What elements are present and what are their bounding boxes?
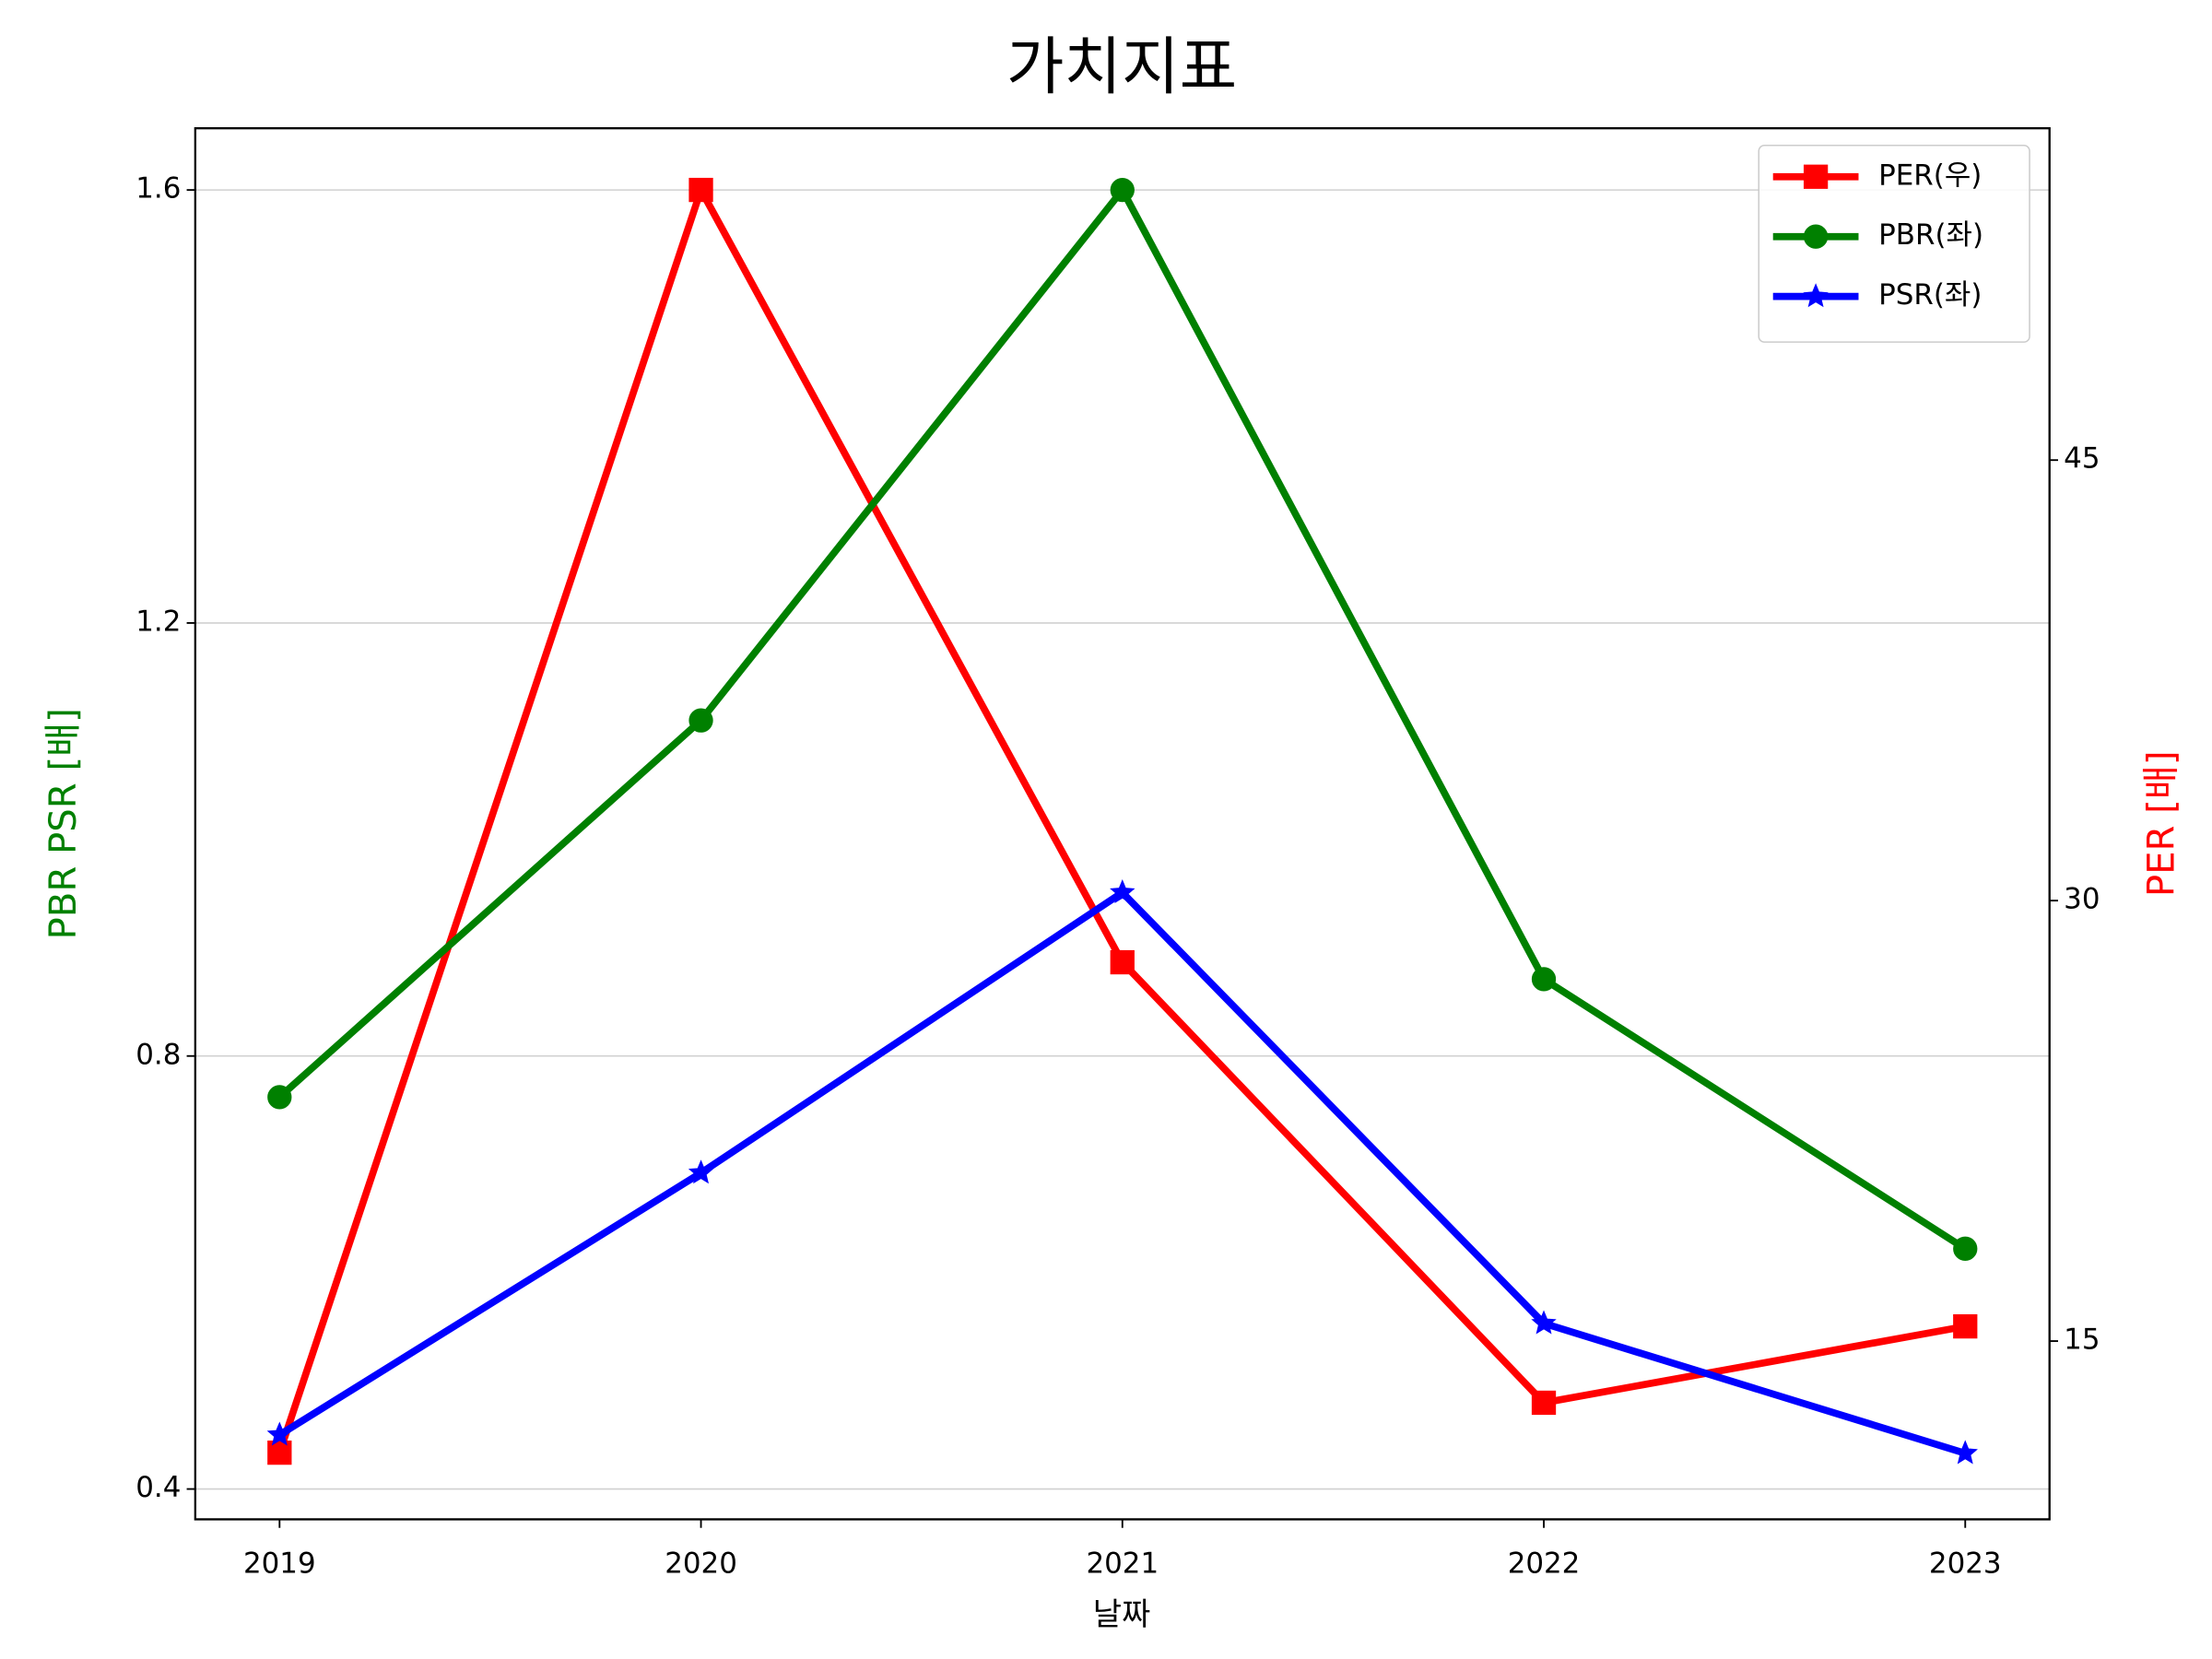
marker — [1531, 1390, 1557, 1416]
marker — [1110, 177, 1135, 203]
marker — [1803, 224, 1829, 249]
y-axis-label: PBR PSR [배] — [42, 708, 85, 939]
marker — [688, 177, 713, 203]
marker — [1803, 164, 1829, 189]
x-tick-label: 2020 — [665, 1547, 737, 1580]
x-tick-label: 2021 — [1086, 1547, 1159, 1580]
y2-tick-label: 45 — [2064, 442, 2100, 476]
marker — [1110, 949, 1135, 975]
marker — [1952, 1440, 1978, 1465]
x-axis-label: 날짜 — [1093, 1596, 1151, 1633]
x-tick-label: 2019 — [243, 1547, 316, 1580]
plot — [266, 177, 1978, 1465]
y2-tick-label: 15 — [2064, 1324, 2100, 1357]
legend: PER(우) PBR(좌) PSR(좌) — [1758, 144, 2030, 343]
y-tick-label: 0.4 — [135, 1471, 181, 1504]
marker — [266, 1421, 292, 1446]
marker — [1953, 1313, 1978, 1339]
legend-label: PER(우) — [1878, 159, 1982, 192]
x-tick-label: 2022 — [1508, 1547, 1581, 1580]
y2-tick-label: 30 — [2064, 883, 2100, 916]
x-tick-label: 2023 — [1929, 1547, 2002, 1580]
legend-label: PBR(좌) — [1878, 218, 1983, 252]
y-tick-label: 1.6 — [135, 172, 181, 206]
marker — [688, 708, 713, 733]
legend-label: PSR(좌) — [1878, 278, 1982, 312]
marker — [267, 1440, 292, 1465]
marker — [688, 1159, 714, 1184]
marker — [1531, 967, 1557, 992]
y2-axis-label: PER [배] — [2140, 750, 2183, 897]
marker — [1531, 1310, 1557, 1335]
chart-title: 가치지표 — [1006, 31, 1237, 104]
y-tick-label: 0.8 — [135, 1038, 181, 1071]
marker — [1803, 283, 1829, 308]
marker — [267, 1085, 292, 1110]
y-tick-label: 1.2 — [135, 605, 181, 638]
marker — [1953, 1236, 1978, 1261]
marker — [1110, 879, 1135, 904]
